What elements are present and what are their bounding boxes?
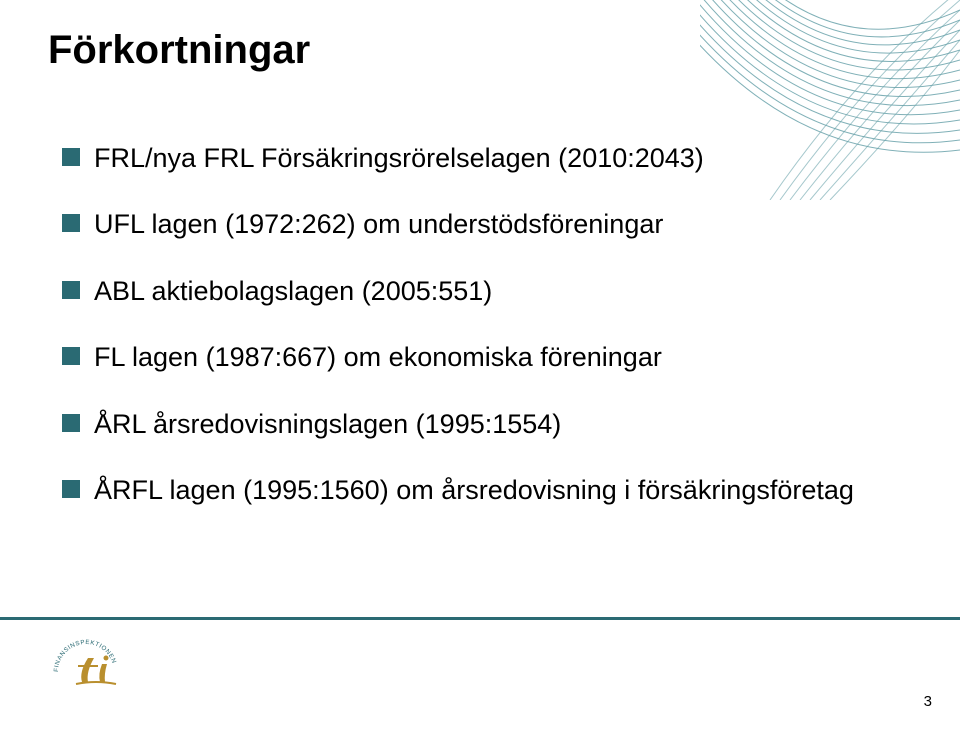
page-number: 3	[924, 693, 932, 710]
bullet-text: UFL lagen (1972:262) om understödsföreni…	[94, 206, 663, 242]
bullet-text: ÅRL årsredovisningslagen (1995:1554)	[94, 406, 561, 442]
finansinspektionen-logo: FINANSINSPEKTIONEN	[44, 630, 144, 700]
bullet-text: ÅRFL lagen (1995:1560) om årsredovisning…	[94, 472, 854, 508]
list-item: ABL aktiebolagslagen (2005:551)	[62, 273, 880, 309]
slide: Förkortningar FRL/nya FRL Försäkringsrör…	[0, 0, 960, 730]
bullet-list: FRL/nya FRL Försäkringsrörelselagen (201…	[62, 140, 880, 539]
list-item: ÅRL årsredovisningslagen (1995:1554)	[62, 406, 880, 442]
square-bullet-icon	[62, 480, 80, 498]
square-bullet-icon	[62, 214, 80, 232]
slide-title: Förkortningar	[48, 28, 310, 73]
list-item: FL lagen (1987:667) om ekonomiska föreni…	[62, 339, 880, 375]
bullet-text: FL lagen (1987:667) om ekonomiska föreni…	[94, 339, 662, 375]
square-bullet-icon	[62, 148, 80, 166]
bullet-text: FRL/nya FRL Försäkringsrörelselagen (201…	[94, 140, 704, 176]
square-bullet-icon	[62, 281, 80, 299]
footer-rule	[0, 617, 960, 620]
list-item: FRL/nya FRL Försäkringsrörelselagen (201…	[62, 140, 880, 176]
list-item: UFL lagen (1972:262) om understödsföreni…	[62, 206, 880, 242]
square-bullet-icon	[62, 414, 80, 432]
bullet-text: ABL aktiebolagslagen (2005:551)	[94, 273, 492, 309]
list-item: ÅRFL lagen (1995:1560) om årsredovisning…	[62, 472, 880, 508]
square-bullet-icon	[62, 347, 80, 365]
